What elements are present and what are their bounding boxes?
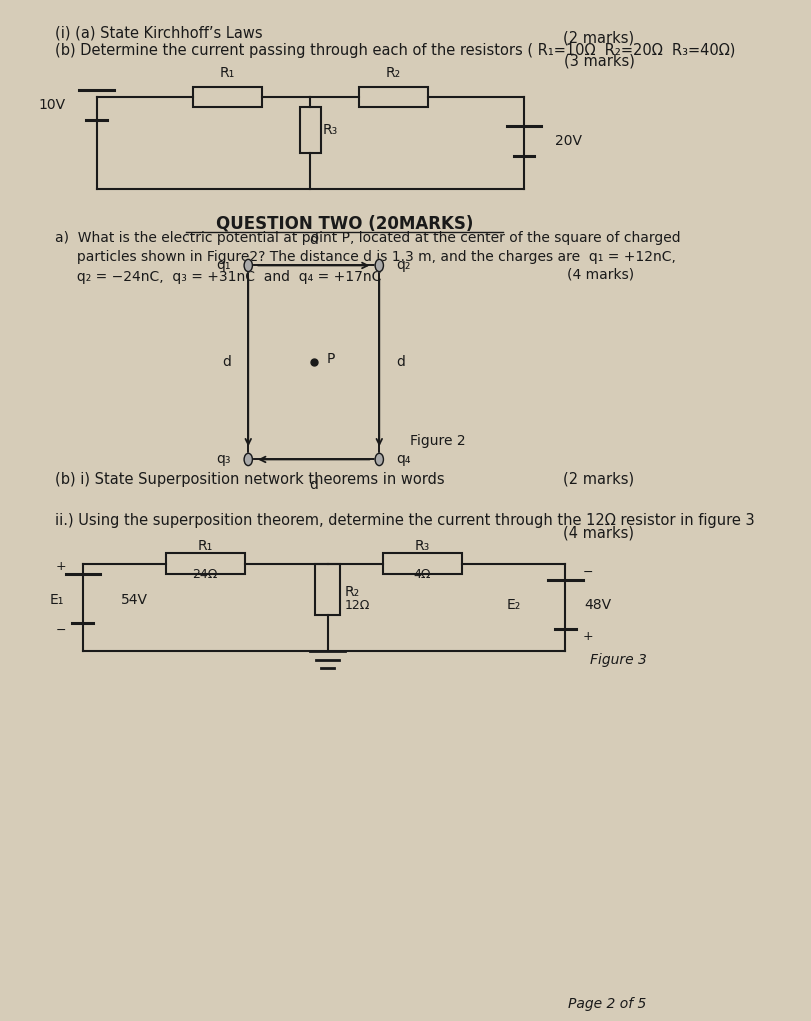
Text: (b) i) State Superposition network theorems in words: (b) i) State Superposition network theor… <box>55 472 444 487</box>
Text: q₁: q₁ <box>217 258 231 273</box>
Text: q₄: q₄ <box>397 452 411 467</box>
Text: QUESTION TWO (20MARKS): QUESTION TWO (20MARKS) <box>216 214 474 233</box>
Text: (4 marks): (4 marks) <box>568 268 634 282</box>
Text: Page 2 of 5: Page 2 of 5 <box>568 996 646 1011</box>
Text: +: + <box>582 630 593 642</box>
Text: d: d <box>309 478 318 492</box>
Text: −: − <box>55 624 66 636</box>
Text: R₂: R₂ <box>385 65 401 80</box>
Text: 10V: 10V <box>38 98 66 112</box>
Text: 12Ω: 12Ω <box>345 599 370 612</box>
Bar <box>193 87 262 107</box>
Text: d: d <box>397 355 406 370</box>
Text: q₂: q₂ <box>397 258 411 273</box>
Text: a)  What is the electric potential at point P, located at the center of the squa: a) What is the electric potential at poi… <box>55 231 680 245</box>
Circle shape <box>244 453 252 466</box>
Bar <box>300 107 320 153</box>
Text: R₃: R₃ <box>414 539 430 553</box>
Text: (3 marks): (3 marks) <box>564 53 634 68</box>
Text: R₂: R₂ <box>345 585 360 599</box>
Text: (i) (a) State Kirchhoff’s Laws: (i) (a) State Kirchhoff’s Laws <box>55 26 263 41</box>
Text: R₁: R₁ <box>197 539 212 553</box>
Circle shape <box>375 453 384 466</box>
Text: 54V: 54V <box>121 593 148 607</box>
Text: R₃: R₃ <box>323 123 338 137</box>
Text: 20V: 20V <box>556 134 582 148</box>
Text: (b) Determine the current passing through each of the resistors ( R₁=10Ω  R₂=20Ω: (b) Determine the current passing throug… <box>55 43 736 58</box>
Text: 24Ω: 24Ω <box>192 568 217 581</box>
Bar <box>383 553 462 574</box>
Text: 48V: 48V <box>585 598 612 613</box>
Text: d: d <box>309 233 318 247</box>
Bar <box>315 564 340 615</box>
Text: E₂: E₂ <box>506 598 521 613</box>
Text: ii.) Using the superposition theorem, determine the current through the 12Ω resi: ii.) Using the superposition theorem, de… <box>55 513 755 528</box>
Text: q₃: q₃ <box>217 452 231 467</box>
Text: (4 marks): (4 marks) <box>564 526 634 541</box>
Circle shape <box>244 259 252 272</box>
Text: 4Ω: 4Ω <box>414 568 431 581</box>
Bar <box>358 87 427 107</box>
Text: +: + <box>55 561 66 573</box>
Text: Figure 2: Figure 2 <box>410 434 466 448</box>
Text: q₂ = −24nC,  q₃ = +31nC  and  q₄ = +17nC: q₂ = −24nC, q₃ = +31nC and q₄ = +17nC <box>55 270 381 284</box>
Text: −: − <box>582 567 593 579</box>
Text: E₁: E₁ <box>49 593 64 607</box>
Text: P: P <box>326 352 335 367</box>
Text: (2 marks): (2 marks) <box>564 31 634 46</box>
Circle shape <box>375 259 384 272</box>
Text: Figure 3: Figure 3 <box>590 653 646 668</box>
Text: R₁: R₁ <box>220 65 235 80</box>
Text: d: d <box>222 355 231 370</box>
Text: (2 marks): (2 marks) <box>564 472 634 487</box>
Bar <box>165 553 245 574</box>
Text: particles shown in Figure2? The distance d is 1.3 m, and the charges are  q₁ = +: particles shown in Figure2? The distance… <box>55 250 676 264</box>
